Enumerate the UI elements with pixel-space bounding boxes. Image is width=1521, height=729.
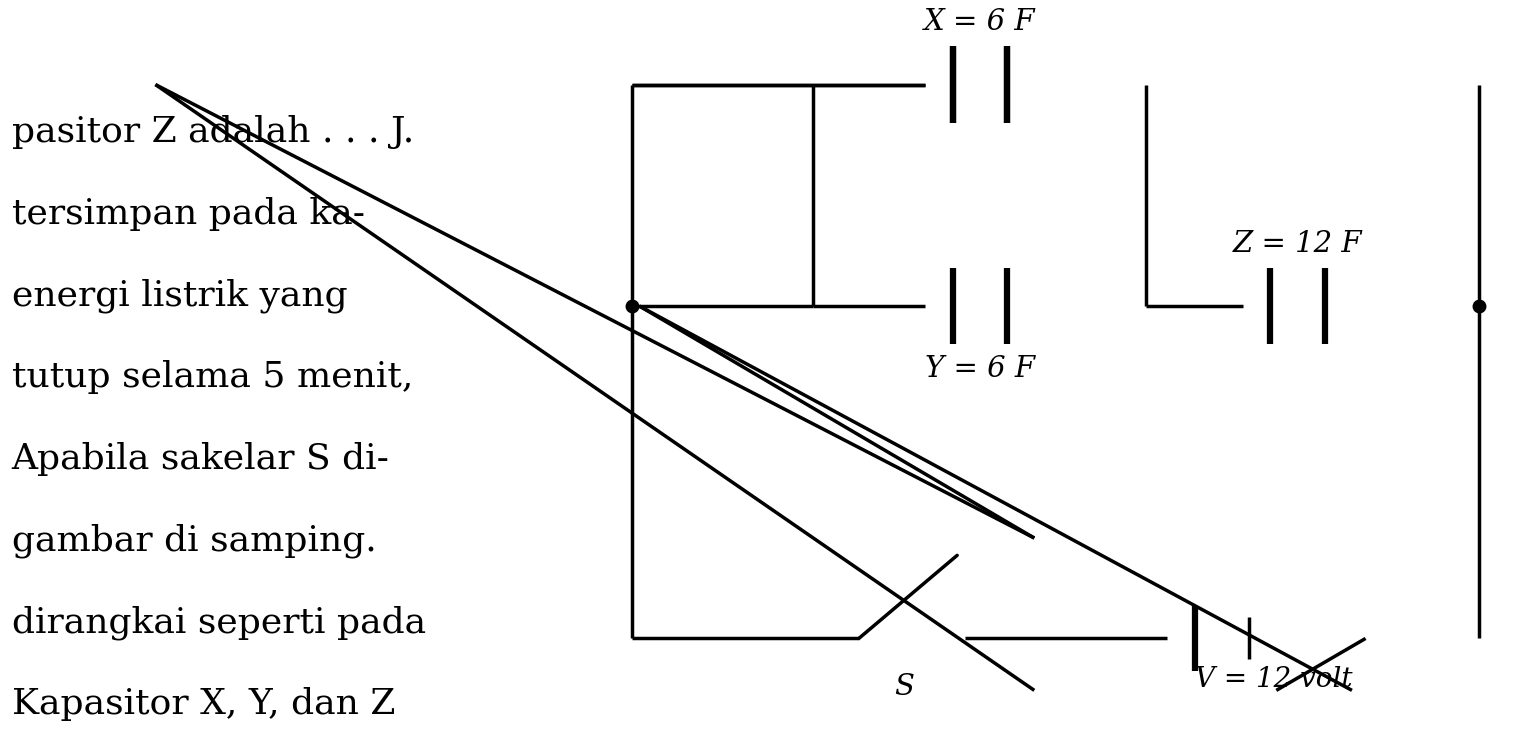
Text: Z = 12 F: Z = 12 F bbox=[1232, 230, 1363, 257]
Text: Y = 6 F: Y = 6 F bbox=[925, 354, 1034, 383]
Text: pasitor Z adalah . . . J.: pasitor Z adalah . . . J. bbox=[12, 115, 414, 149]
Text: tutup selama 5 menit,: tutup selama 5 menit, bbox=[12, 360, 414, 394]
Text: energi listrik yang: energi listrik yang bbox=[12, 278, 347, 313]
Text: Kapasitor X, Y, dan Z: Kapasitor X, Y, dan Z bbox=[12, 687, 395, 721]
Text: X = 6 F: X = 6 F bbox=[925, 8, 1036, 36]
Text: V = 12 volt: V = 12 volt bbox=[1194, 666, 1352, 693]
Text: tersimpan pada ka-: tersimpan pada ka- bbox=[12, 197, 365, 230]
Text: dirangkai seperti pada: dirangkai seperti pada bbox=[12, 605, 426, 640]
Text: Apabila sakelar S di-: Apabila sakelar S di- bbox=[12, 442, 389, 476]
Text: S: S bbox=[894, 673, 914, 701]
Text: gambar di samping.: gambar di samping. bbox=[12, 523, 377, 558]
